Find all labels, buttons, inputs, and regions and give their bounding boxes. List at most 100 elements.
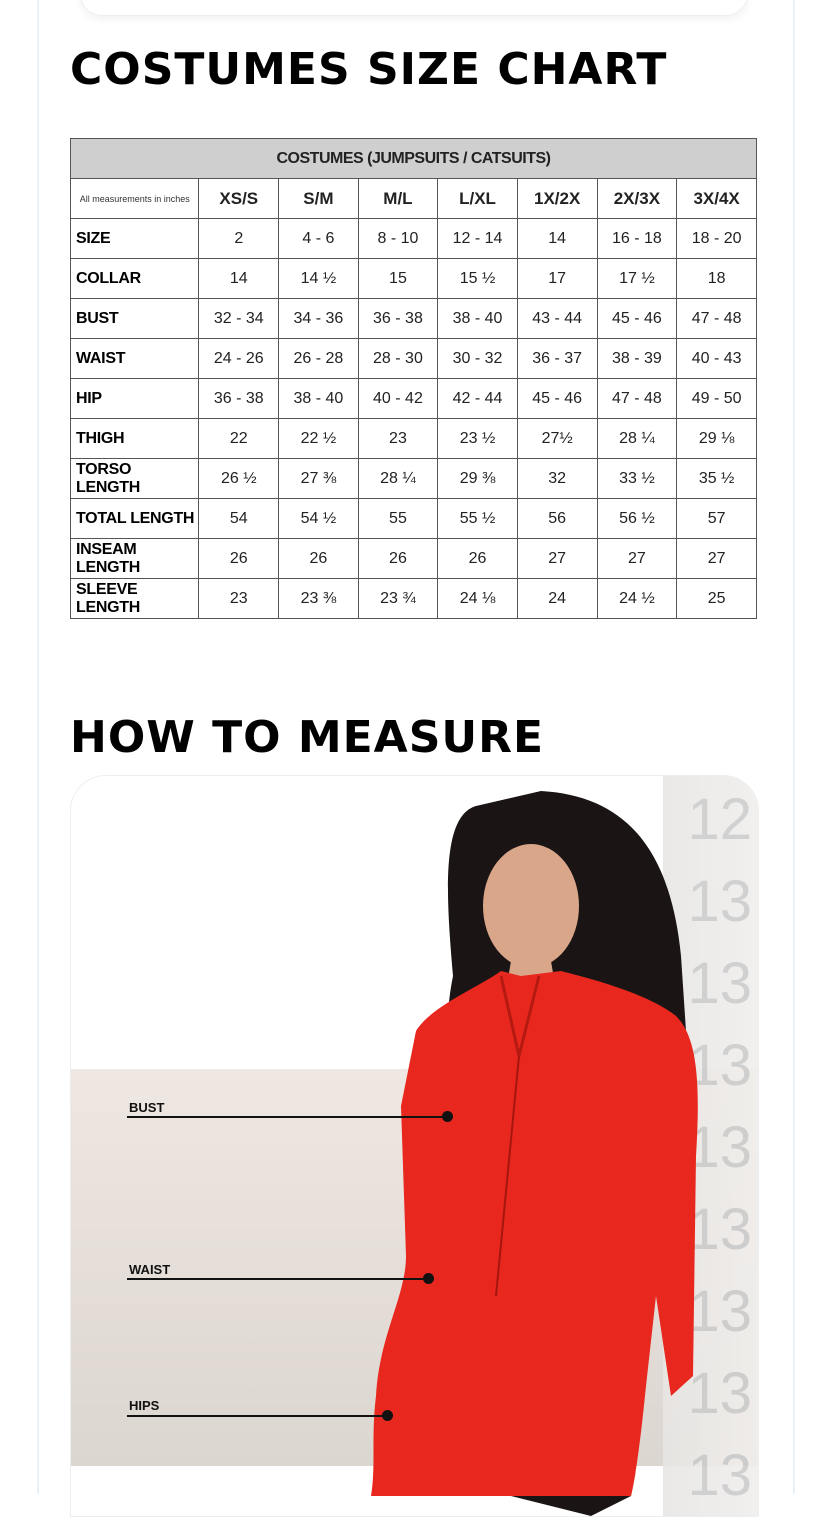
ruler-number: 13 bbox=[687, 1197, 752, 1262]
waist-label: WAIST bbox=[129, 1262, 171, 1277]
row-label: WAIST bbox=[69, 338, 200, 379]
table-cell: 8 - 10 bbox=[357, 218, 439, 259]
table-cell: 26 bbox=[437, 538, 518, 579]
table-cell: 16 - 18 bbox=[596, 218, 678, 259]
table-cell: 43 - 44 bbox=[516, 298, 598, 339]
waist-marker bbox=[423, 1273, 434, 1284]
hips-label: HIPS bbox=[129, 1398, 160, 1413]
size-header: 2X/3X bbox=[596, 178, 678, 219]
table-cell: 24 bbox=[516, 578, 598, 619]
table-cell: 18 bbox=[676, 258, 757, 299]
table-cell: 45 - 46 bbox=[596, 298, 678, 339]
measure-illustration: 12 13 13 13 13 13 13 13 13 BUST WAIST HIPS bbox=[70, 775, 759, 1517]
table-row: TOTAL LENGTH 54 54 ½ 55 55 ½ 56 56 ½ 57 bbox=[69, 498, 757, 539]
ruler-number: 13 bbox=[687, 1361, 752, 1426]
table-cell: 18 - 20 bbox=[676, 218, 757, 259]
previous-card bbox=[80, 0, 748, 16]
table-cell: 14 bbox=[516, 218, 598, 259]
table-cell: 26 - 28 bbox=[278, 338, 359, 379]
row-label: TORSO LENGTH bbox=[69, 458, 200, 499]
table-cell: 28 - 30 bbox=[357, 338, 439, 379]
table-cell: 54 ½ bbox=[278, 498, 359, 539]
table-cell: 23 ½ bbox=[437, 418, 518, 459]
table-cell: 36 - 37 bbox=[516, 338, 598, 379]
size-header: 1X/2X bbox=[516, 178, 598, 219]
table-cell: 49 - 50 bbox=[676, 378, 757, 419]
table-cell: 34 - 36 bbox=[278, 298, 359, 339]
table-cell: 56 bbox=[516, 498, 598, 539]
table-cell: 32 bbox=[516, 458, 598, 499]
table-cell: 17 ½ bbox=[596, 258, 678, 299]
table-cell: 27 bbox=[516, 538, 598, 579]
hips-line bbox=[127, 1415, 387, 1417]
size-chart-title: COSTUMES SIZE CHART bbox=[70, 44, 668, 95]
table-cell: 29 ⅛ bbox=[676, 418, 757, 459]
table-cell: 24 - 26 bbox=[198, 338, 280, 379]
tape-measure-graphic: 12 13 13 13 13 13 13 13 13 bbox=[663, 776, 758, 1516]
units-note: All measurements in inches bbox=[69, 178, 200, 219]
table-caption: COSTUMES (JUMPSUITS / CATSUITS) bbox=[70, 138, 757, 179]
size-header: S/M bbox=[278, 178, 359, 219]
table-cell: 45 - 46 bbox=[516, 378, 598, 419]
size-header: XS/S bbox=[198, 178, 280, 219]
table-cell: 27½ bbox=[516, 418, 598, 459]
table-cell: 2 bbox=[198, 218, 280, 259]
table-cell: 27 bbox=[676, 538, 757, 579]
table-cell: 56 ½ bbox=[596, 498, 678, 539]
ruler-number: 13 bbox=[687, 951, 752, 1016]
bust-label: BUST bbox=[129, 1100, 165, 1115]
table-cell: 57 bbox=[676, 498, 757, 539]
table-cell: 55 ½ bbox=[437, 498, 518, 539]
table-cell: 33 ½ bbox=[596, 458, 678, 499]
table-cell: 23 ⅜ bbox=[278, 578, 359, 619]
table-cell: 55 bbox=[357, 498, 439, 539]
table-row: THIGH 22 22 ½ 23 23 ½ 27½ 28 ¼ 29 ⅛ bbox=[69, 418, 757, 459]
table-row: TORSO LENGTH 26 ½ 27 ⅜ 28 ¼ 29 ⅜ 32 33 ½ 35 ½ bbox=[69, 458, 757, 499]
table-cell: 47 - 48 bbox=[596, 378, 678, 419]
row-label: BUST bbox=[69, 298, 200, 339]
table-cell: 4 - 6 bbox=[278, 218, 359, 259]
table-cell: 23 ¾ bbox=[357, 578, 439, 619]
table-cell: 27 bbox=[596, 538, 678, 579]
table-cell: 15 bbox=[357, 258, 439, 299]
ruler-number: 13 bbox=[687, 1115, 752, 1180]
bust-marker bbox=[442, 1111, 453, 1122]
table-cell: 23 bbox=[198, 578, 280, 619]
table-row: BUST 32 - 34 34 - 36 36 - 38 38 - 40 43 - 44 4… bbox=[69, 298, 757, 339]
table-cell: 22 ½ bbox=[278, 418, 359, 459]
table-cell: 32 - 34 bbox=[198, 298, 280, 339]
waist-line bbox=[127, 1278, 427, 1280]
table-row: HIP 36 - 38 38 - 40 40 - 42 42 - 44 45 - 46 47… bbox=[69, 378, 757, 419]
table-cell: 42 - 44 bbox=[437, 378, 518, 419]
table-cell: 28 ¼ bbox=[596, 418, 678, 459]
table-cell: 40 - 42 bbox=[357, 378, 439, 419]
table-cell: 24 ½ bbox=[596, 578, 678, 619]
table-cell: 29 ⅜ bbox=[437, 458, 518, 499]
table-cell: 38 - 40 bbox=[437, 298, 518, 339]
table-cell: 22 bbox=[198, 418, 280, 459]
table-row: SLEEVE LENGTH 23 23 ⅜ 23 ¾ 24 ⅛ 24 24 ½ 25 bbox=[69, 578, 757, 619]
ruler-number: 13 bbox=[687, 869, 752, 934]
table-cell: 38 - 40 bbox=[278, 378, 359, 419]
size-header: 3X/4X bbox=[676, 178, 757, 219]
table-cell: 14 bbox=[198, 258, 280, 299]
table-row: INSEAM LENGTH 26 26 26 26 27 27 27 bbox=[69, 538, 757, 579]
row-label: THIGH bbox=[69, 418, 200, 459]
row-label: COLLAR bbox=[69, 258, 200, 299]
ruler-number: 12 bbox=[687, 787, 752, 852]
table-cell: 24 ⅛ bbox=[437, 578, 518, 619]
model-figure bbox=[371, 791, 698, 1516]
table-row: COLLAR 14 14 ½ 15 15 ½ 17 17 ½ 18 bbox=[69, 258, 757, 299]
table-cell: 15 ½ bbox=[437, 258, 518, 299]
table-cell: 35 ½ bbox=[676, 458, 757, 499]
table-cell: 36 - 38 bbox=[357, 298, 439, 339]
table-cell: 12 - 14 bbox=[437, 218, 518, 259]
table-cell: 40 - 43 bbox=[676, 338, 757, 379]
row-label: SIZE bbox=[69, 218, 200, 259]
size-header: M/L bbox=[357, 178, 439, 219]
table-cell: 54 bbox=[198, 498, 280, 539]
table-cell: 27 ⅜ bbox=[278, 458, 359, 499]
table-cell: 26 bbox=[198, 538, 280, 579]
table-cell: 26 bbox=[278, 538, 359, 579]
